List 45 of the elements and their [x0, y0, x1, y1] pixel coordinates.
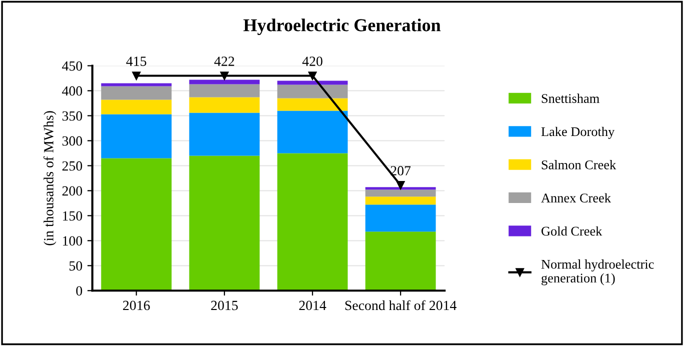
bar — [101, 83, 172, 86]
bar — [365, 190, 436, 197]
bar — [277, 98, 348, 111]
bar — [365, 204, 436, 232]
bar — [277, 153, 348, 291]
legend-label: Salmon Creek — [542, 160, 616, 170]
x-tick-label: 2015 — [211, 300, 238, 310]
bar — [365, 232, 436, 291]
bar — [101, 86, 172, 100]
x-tick-label: Second half of 2014 — [345, 300, 456, 310]
bar — [277, 80, 348, 85]
y-tick-label: 450 — [62, 61, 82, 71]
y-tick-label: 400 — [62, 86, 82, 96]
y-tick-label: 200 — [62, 186, 82, 196]
y-tick-label: 50 — [70, 261, 82, 271]
bar — [189, 112, 260, 156]
x-tick-label: 2016 — [123, 300, 150, 310]
bar — [277, 110, 348, 154]
legend-label: Normal hydroelectric generation (1) — [541, 259, 654, 286]
legend-label: Snettisham — [542, 94, 600, 103]
y-tick-label: 350 — [62, 111, 82, 121]
total-label: 422 — [214, 56, 234, 66]
bar — [365, 196, 436, 205]
bar — [101, 158, 172, 291]
legend-label: Gold Creek — [542, 226, 602, 236]
bar — [189, 156, 260, 291]
bar — [277, 84, 348, 98]
y-tick-label: 100 — [63, 236, 82, 246]
chart-title: Hydroelectric Generation — [243, 18, 441, 36]
y-axis-title: (in thousands of MWhs) — [43, 111, 56, 246]
bar — [365, 187, 436, 190]
bar — [189, 80, 260, 84]
legend-label: Lake Dorothy — [541, 126, 615, 139]
legend-label: Annex Creek — [541, 193, 611, 202]
y-tick-label: 250 — [62, 161, 82, 171]
bar — [101, 100, 172, 114]
total-label: 415 — [126, 56, 146, 66]
bar — [101, 114, 172, 158]
y-tick-label: 0 — [76, 286, 82, 296]
bar — [189, 84, 260, 98]
total-label: 420 — [302, 56, 322, 66]
y-tick-label: 300 — [62, 136, 82, 146]
bar — [189, 97, 260, 113]
x-tick-label: 2014 — [299, 300, 326, 310]
y-tick-label: 150 — [63, 211, 82, 221]
